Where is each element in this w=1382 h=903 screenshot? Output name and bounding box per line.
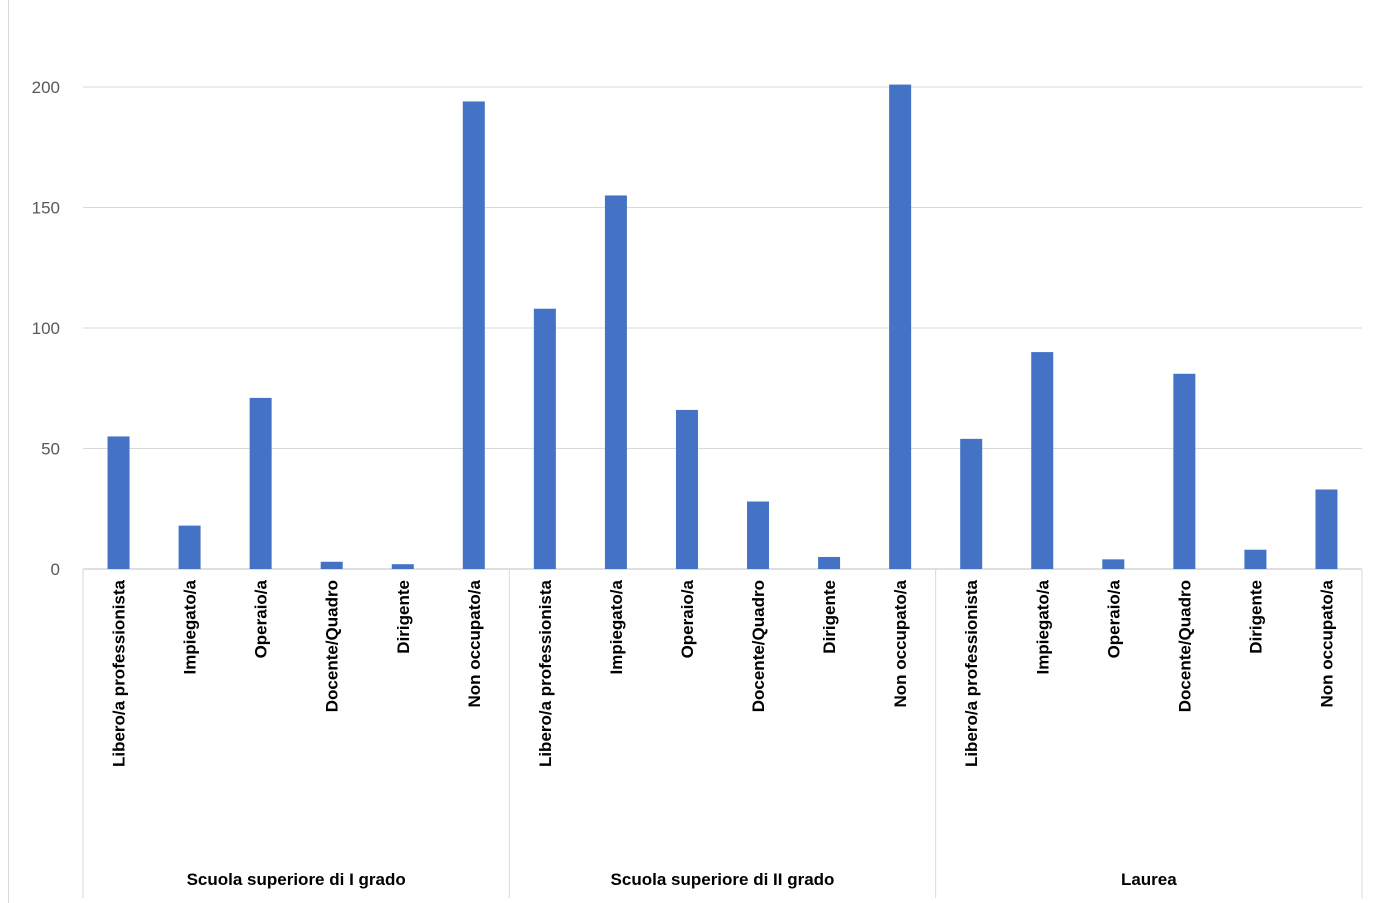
y-tick-label: 150 [32,199,60,218]
bar [391,564,414,569]
chart-frame [8,0,1380,903]
x-tick-label: Non occupato/a [891,579,910,707]
bar [675,409,698,569]
group-label: Scuola superiore di I grado [187,870,406,889]
bar [107,436,130,569]
bar [533,308,556,569]
bar [1244,549,1267,569]
x-tick-label: Docente/Quadro [1175,580,1194,712]
x-tick-label: Operaio/a [1104,579,1123,658]
x-tick-label: Libero/a professionista [536,579,555,767]
bar [818,556,841,569]
x-tick-label: Libero/a professionista [110,579,129,767]
bar [1173,373,1196,569]
group-label: Scuola superiore di II grado [611,870,835,889]
x-tick-label: Dirigente [1246,580,1265,654]
y-tick-label: 200 [32,78,60,97]
x-tick-label: Impiegato/a [1033,579,1052,674]
x-tick-label: Operaio/a [252,579,271,658]
bar [1315,489,1338,569]
bar [1031,352,1054,569]
y-tick-label: 100 [32,319,60,338]
x-tick-label: Docente/Quadro [749,580,768,712]
bar [249,397,272,569]
group-label: Laurea [1121,870,1177,889]
x-tick-label: Dirigente [820,580,839,654]
bar [462,101,485,570]
bar [604,195,627,569]
x-tick-label: Impiegato/a [607,579,626,674]
bar [960,438,983,569]
x-tick-label: Impiegato/a [181,579,200,674]
y-tick-label: 0 [51,560,60,579]
bar [320,561,343,569]
bar [889,84,912,569]
bar [747,501,770,569]
x-tick-label: Libero/a professionista [962,579,981,767]
x-tick-label: Non occupato/a [465,579,484,707]
x-tick-label: Operaio/a [678,579,697,658]
x-tick-label: Dirigente [394,580,413,654]
x-tick-label: Docente/Quadro [323,580,342,712]
x-tick-label: Non occupato/a [1317,579,1336,707]
y-tick-label: 50 [41,440,60,459]
bar [1102,559,1125,569]
bar [178,525,201,569]
